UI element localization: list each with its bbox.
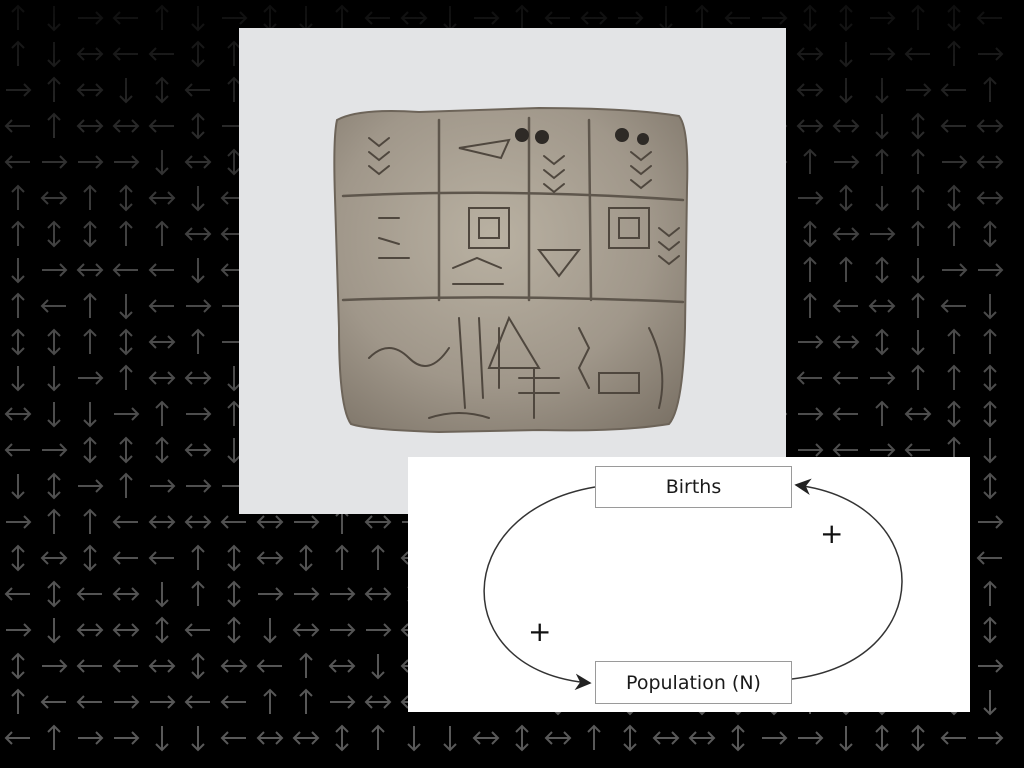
node-births: Births [595, 466, 792, 508]
node-population: Population (N) [595, 661, 792, 704]
tablet-photo-panel [239, 28, 786, 514]
link-population-to-births [791, 478, 903, 680]
link-births-to-population [483, 486, 596, 691]
causal-loop-diagram: Births Population (N) + + [408, 457, 970, 712]
cuneiform-tablet-icon [333, 106, 689, 434]
polarity-births-to-population: + [528, 615, 552, 648]
polarity-population-to-births: + [820, 517, 844, 550]
feedback-loop-arrows [483, 478, 903, 691]
